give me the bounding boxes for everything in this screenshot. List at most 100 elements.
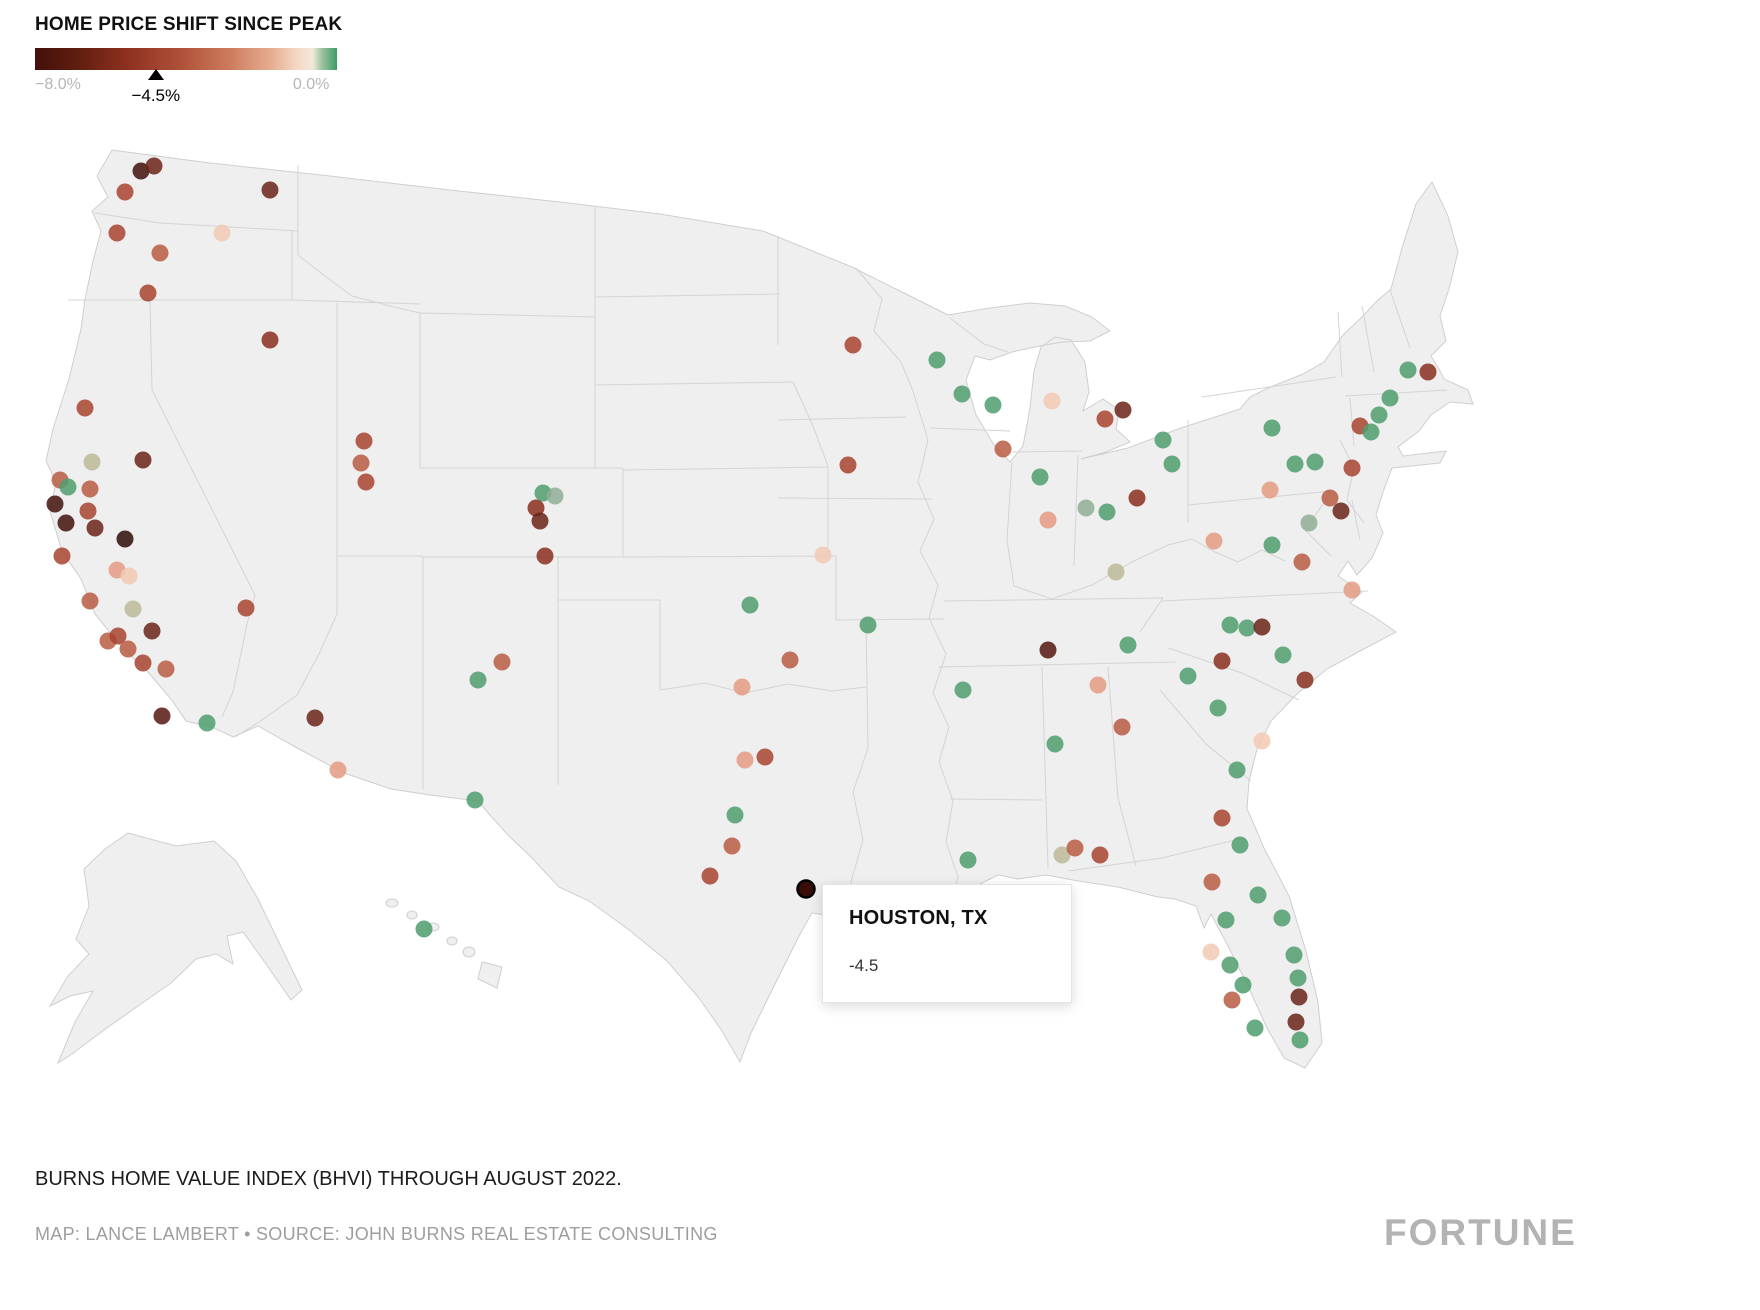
city-dot[interactable]: [59, 478, 77, 496]
city-dot[interactable]: [469, 671, 487, 689]
city-dot[interactable]: [1231, 836, 1249, 854]
city-dot[interactable]: [1128, 489, 1146, 507]
city-dot[interactable]: [527, 499, 545, 517]
city-dot[interactable]: [1213, 652, 1231, 670]
city-dot[interactable]: [237, 599, 255, 617]
city-dot[interactable]: [86, 519, 104, 537]
city-dot[interactable]: [213, 224, 231, 242]
city-dot[interactable]: [1163, 455, 1181, 473]
city-dot[interactable]: [1209, 699, 1227, 717]
city-dot[interactable]: [415, 920, 433, 938]
city-dot[interactable]: [466, 791, 484, 809]
city-dot[interactable]: [76, 399, 94, 417]
city-dot[interactable]: [1343, 459, 1361, 477]
city-dot[interactable]: [859, 616, 877, 634]
city-dot[interactable]: [1306, 453, 1324, 471]
city-dot[interactable]: [1113, 718, 1131, 736]
city-dot[interactable]: [1419, 363, 1437, 381]
city-dot[interactable]: [1263, 419, 1281, 437]
city-dot[interactable]: [355, 432, 373, 450]
highlight-dot-houston[interactable]: [796, 879, 816, 899]
city-dot[interactable]: [1043, 392, 1061, 410]
city-dot[interactable]: [1119, 636, 1137, 654]
city-dot[interactable]: [53, 547, 71, 565]
city-dot[interactable]: [134, 451, 152, 469]
city-dot[interactable]: [109, 627, 127, 645]
city-dot[interactable]: [546, 487, 564, 505]
city-dot[interactable]: [954, 681, 972, 699]
city-dot[interactable]: [701, 867, 719, 885]
city-dot[interactable]: [1091, 846, 1109, 864]
city-dot[interactable]: [1290, 988, 1308, 1006]
city-dot[interactable]: [116, 530, 134, 548]
city-dot[interactable]: [536, 547, 554, 565]
city-dot[interactable]: [46, 495, 64, 513]
city-dot[interactable]: [1291, 1031, 1309, 1049]
city-dot[interactable]: [153, 707, 171, 725]
city-dot[interactable]: [1039, 641, 1057, 659]
city-dot[interactable]: [1039, 511, 1057, 529]
city-dot[interactable]: [1221, 616, 1239, 634]
city-dot[interactable]: [1399, 361, 1417, 379]
city-dot[interactable]: [994, 440, 1012, 458]
city-dot[interactable]: [1203, 873, 1221, 891]
city-dot[interactable]: [1228, 761, 1246, 779]
city-dot[interactable]: [1293, 553, 1311, 571]
city-dot[interactable]: [1287, 1013, 1305, 1031]
city-dot[interactable]: [1253, 732, 1271, 750]
city-dot[interactable]: [116, 183, 134, 201]
city-dot[interactable]: [1114, 401, 1132, 419]
city-dot[interactable]: [119, 640, 137, 658]
city-dot[interactable]: [1217, 911, 1235, 929]
city-dot[interactable]: [1154, 431, 1172, 449]
city-dot[interactable]: [1066, 839, 1084, 857]
city-dot[interactable]: [151, 244, 169, 262]
city-dot[interactable]: [1274, 646, 1292, 664]
city-dot[interactable]: [928, 351, 946, 369]
city-dot[interactable]: [81, 592, 99, 610]
city-dot[interactable]: [145, 157, 163, 175]
city-dot[interactable]: [723, 837, 741, 855]
city-dot[interactable]: [124, 600, 142, 618]
city-dot[interactable]: [1381, 389, 1399, 407]
city-dot[interactable]: [261, 331, 279, 349]
city-dot[interactable]: [1179, 667, 1197, 685]
city-dot[interactable]: [1096, 410, 1114, 428]
city-dot[interactable]: [1046, 735, 1064, 753]
city-dot[interactable]: [1238, 619, 1256, 637]
city-dot[interactable]: [81, 480, 99, 498]
city-dot[interactable]: [1234, 976, 1252, 994]
city-dot[interactable]: [1370, 406, 1388, 424]
city-dot[interactable]: [984, 396, 1002, 414]
city-dot[interactable]: [1053, 846, 1071, 864]
city-dot[interactable]: [1205, 532, 1223, 550]
city-dot[interactable]: [157, 660, 175, 678]
city-dot[interactable]: [1300, 514, 1318, 532]
city-dot[interactable]: [1332, 502, 1350, 520]
city-dot[interactable]: [756, 748, 774, 766]
city-dot[interactable]: [1261, 481, 1279, 499]
city-dot[interactable]: [79, 502, 97, 520]
city-dot[interactable]: [132, 162, 150, 180]
city-dot[interactable]: [1089, 676, 1107, 694]
city-dot[interactable]: [1249, 886, 1267, 904]
city-dot[interactable]: [531, 512, 549, 530]
city-dot[interactable]: [1098, 503, 1116, 521]
city-dot[interactable]: [1246, 1019, 1264, 1037]
city-dot[interactable]: [1273, 909, 1291, 927]
city-dot[interactable]: [1221, 956, 1239, 974]
city-dot[interactable]: [1285, 946, 1303, 964]
city-dot[interactable]: [1296, 671, 1314, 689]
city-dot[interactable]: [83, 453, 101, 471]
city-dot[interactable]: [733, 678, 751, 696]
city-dot[interactable]: [357, 473, 375, 491]
city-dot[interactable]: [352, 454, 370, 472]
city-dot[interactable]: [1077, 499, 1095, 517]
city-dot[interactable]: [329, 761, 347, 779]
city-dot[interactable]: [1289, 969, 1307, 987]
city-dot[interactable]: [1263, 536, 1281, 554]
city-dot[interactable]: [1202, 943, 1220, 961]
city-dot[interactable]: [726, 806, 744, 824]
city-dot[interactable]: [261, 181, 279, 199]
city-dot[interactable]: [143, 622, 161, 640]
